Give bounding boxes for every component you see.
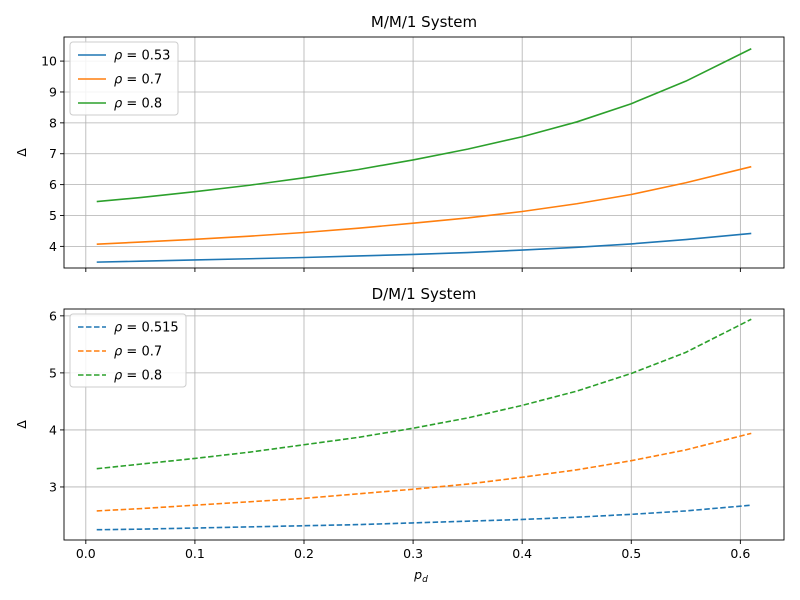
legend-box — [69, 313, 187, 388]
series-line-1 — [96, 165, 752, 246]
y-tick-label: 4 — [49, 422, 57, 437]
legend-symbol: ρ — [114, 97, 123, 112]
x-tick-label: 0.1 — [185, 546, 205, 561]
series-line-2 — [96, 318, 752, 470]
legend-entry-2: ρ = 0.8 — [114, 369, 162, 384]
legend-entry-1: ρ = 0.7 — [114, 345, 162, 360]
y-tick-label: 8 — [49, 115, 57, 130]
legend-equals: = — [122, 73, 141, 88]
series-line-0 — [96, 232, 752, 263]
legend-equals: = — [122, 345, 141, 360]
x-tick-label: 0.3 — [403, 546, 423, 561]
x-axis-label-base: p — [413, 567, 422, 582]
legend-symbol: ρ — [114, 49, 123, 64]
legend-symbol: ρ — [114, 321, 123, 336]
y-tick-label: 3 — [49, 479, 57, 494]
legend-box — [69, 41, 179, 116]
legend-equals: = — [122, 49, 141, 64]
series-line-1 — [96, 432, 752, 512]
y-tick-label: 6 — [49, 177, 57, 192]
chart-title: M/M/1 System — [371, 13, 477, 31]
legend-value: 0.8 — [141, 97, 162, 112]
legend-symbol: ρ — [114, 345, 123, 360]
y-tick-label: 9 — [49, 84, 57, 99]
y-tick-label: 5 — [49, 208, 57, 223]
legend-symbol: ρ — [114, 73, 123, 88]
y-tick-label: 4 — [49, 239, 57, 254]
legend-equals: = — [122, 97, 141, 112]
x-axis-label: pd — [413, 567, 428, 585]
legend-value: 0.53 — [141, 49, 170, 64]
y-tick-label: 7 — [49, 146, 57, 161]
legend-value: 0.7 — [141, 345, 162, 360]
legend-value: 0.515 — [141, 321, 178, 336]
x-axis-label-subscript: d — [422, 575, 428, 585]
x-tick-label: 0.6 — [730, 546, 750, 561]
legend-value: 0.7 — [141, 73, 162, 88]
axes-frame — [63, 36, 785, 269]
legend-entry-0: ρ = 0.53 — [114, 49, 170, 64]
series-line-0 — [96, 504, 752, 531]
x-tick-label: 0.0 — [76, 546, 96, 561]
y-tick-label: 10 — [41, 54, 57, 69]
y-axis-label: Δ — [14, 148, 29, 157]
legend-value: 0.8 — [141, 369, 162, 384]
legend-entry-0: ρ = 0.515 — [114, 321, 179, 336]
legend-equals: = — [122, 321, 141, 336]
y-axis-label: Δ — [14, 420, 29, 429]
legend-entry-1: ρ = 0.7 — [114, 73, 162, 88]
axes-frame — [63, 308, 785, 541]
x-tick-label: 0.5 — [621, 546, 641, 561]
chart-title: D/M/1 System — [372, 285, 477, 303]
y-tick-label: 5 — [49, 365, 57, 380]
x-tick-label: 0.4 — [512, 546, 532, 561]
x-tick-label: 0.2 — [294, 546, 314, 561]
chart-dm1: 0.0 0.1 0.2 0.3 0.4 0.5 0.6 3 4 5 6 D/M/1 System Δpd… — [14, 285, 785, 585]
series-line-2 — [96, 48, 752, 203]
legend-symbol: ρ — [114, 369, 123, 384]
legend-entry-2: ρ = 0.8 — [114, 97, 162, 112]
legend-equals: = — [122, 369, 141, 384]
y-tick-label: 6 — [49, 308, 57, 323]
